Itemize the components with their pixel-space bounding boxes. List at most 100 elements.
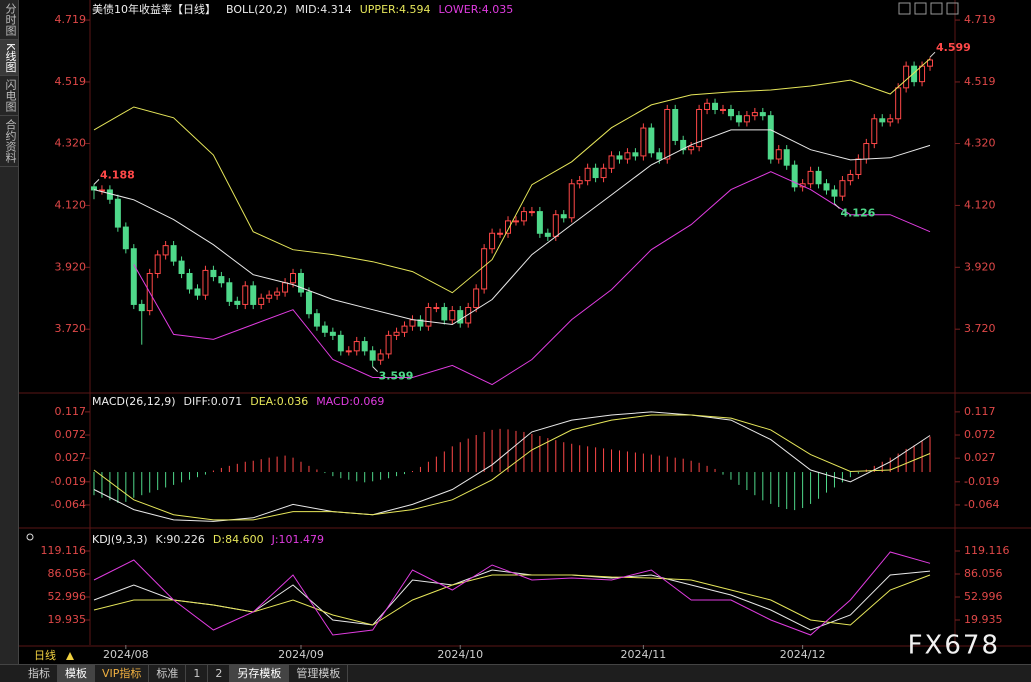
- extreme-label: 4.599: [936, 41, 971, 54]
- side-tab[interactable]: 分时图: [0, 0, 18, 40]
- y-tick-label: 4.719: [964, 13, 996, 26]
- tool-tab[interactable]: 2: [208, 665, 231, 682]
- tool-tab[interactable]: 另存模板: [230, 665, 290, 682]
- y-tick-label: -0.019: [51, 475, 86, 488]
- candle-body: [704, 102, 711, 110]
- side-tab[interactable]: K线图: [0, 40, 18, 77]
- tool-tab[interactable]: VIP指标: [95, 665, 150, 682]
- legend-entry: DIFF:0.071: [184, 395, 243, 408]
- x-tick-label: 2024/08: [103, 648, 149, 661]
- legend: 美债10年收益率【日线】 BOLL(20,2) MID:4.314 UPPER:4.5…: [92, 2, 513, 16]
- candle-body: [385, 334, 392, 355]
- candle-body: [282, 282, 289, 293]
- legend-entry: D:84.600: [213, 533, 264, 546]
- candle-body: [592, 167, 599, 179]
- candle-body: [401, 325, 408, 333]
- candle-body: [298, 272, 304, 293]
- candle-body: [154, 254, 161, 274]
- x-tick-label: 2024/11: [621, 648, 667, 661]
- series-line: [93, 574, 931, 626]
- legend-entry: K:90.226: [156, 533, 205, 546]
- y-tick-label: -0.019: [964, 475, 999, 488]
- y-tick-label: 0.072: [964, 428, 996, 441]
- period-label[interactable]: 日线: [34, 648, 56, 662]
- candle-body: [138, 303, 145, 312]
- candle-body: [337, 334, 344, 352]
- candle-body: [290, 272, 297, 284]
- tool-tab[interactable]: 管理模板: [289, 665, 349, 682]
- candle-body: [863, 143, 870, 160]
- candle-body: [903, 65, 910, 89]
- candle-body: [218, 276, 225, 284]
- candle-body: [735, 115, 742, 123]
- y-tick-label: 4.120: [964, 198, 996, 211]
- candle-body: [409, 319, 416, 327]
- candle-body: [919, 65, 926, 83]
- candle-body: [505, 220, 512, 234]
- candle-body: [608, 155, 615, 169]
- extreme-label: 3.599: [379, 370, 414, 383]
- candle-body: [512, 220, 519, 223]
- y-tick-label: 19.935: [964, 613, 1003, 626]
- candle-body: [122, 226, 129, 250]
- y-tick-label: 52.996: [964, 590, 1003, 603]
- tool-tab[interactable]: 指标: [0, 665, 58, 682]
- series-line: [93, 129, 931, 326]
- kdj-icon[interactable]: [26, 533, 34, 541]
- candle-body: [640, 127, 647, 157]
- legend-entry: MID:4.314: [295, 3, 351, 16]
- candle-body: [130, 248, 137, 305]
- series-line: [133, 171, 931, 386]
- extreme-pointer: [372, 366, 379, 372]
- candle-body: [465, 307, 472, 324]
- panel-frame: [18, 0, 1031, 647]
- candle-body: [632, 152, 639, 157]
- series-line: [93, 411, 931, 522]
- candle-body: [210, 269, 217, 278]
- tool-tab[interactable]: 模板: [58, 665, 95, 682]
- candle-body: [178, 260, 185, 274]
- candle-body: [927, 59, 934, 67]
- x-tick-label: 2024/09: [278, 648, 324, 661]
- candle-body: [321, 325, 328, 333]
- candle-body: [242, 285, 249, 305]
- y-tick-label: 4.320: [964, 137, 996, 150]
- candle-body: [839, 180, 846, 197]
- legend-entry: MACD:0.069: [316, 395, 384, 408]
- y-tick-label: 119.116: [41, 544, 87, 557]
- tool-tab[interactable]: 1: [186, 665, 209, 682]
- candle-body: [911, 65, 918, 83]
- y-tick-label: 3.720: [55, 322, 87, 335]
- y-tick-label: 3.920: [55, 260, 87, 273]
- legend-entry: J:101.479: [271, 533, 324, 546]
- legend-entry: LOWER:4.035: [439, 3, 514, 16]
- candle-body: [425, 307, 432, 327]
- side-tab[interactable]: 闪电图: [0, 76, 18, 117]
- period-arrow[interactable]: [66, 652, 74, 660]
- side-tab[interactable]: 合约资料: [0, 116, 18, 168]
- candle-body: [775, 149, 782, 160]
- y-tick-label: 0.027: [964, 451, 996, 464]
- candle-body: [377, 353, 384, 361]
- candle-body: [791, 164, 798, 188]
- candle-body: [369, 350, 376, 361]
- series-line: [93, 414, 931, 521]
- sidebar: 分时图 K线图 闪电图 合约资料: [0, 0, 19, 664]
- candle-body: [560, 214, 567, 219]
- candle-body: [584, 167, 591, 182]
- toolbar-icons[interactable]: [898, 2, 959, 15]
- candle-body: [871, 118, 878, 145]
- tool-tab[interactable]: 标准: [149, 665, 187, 682]
- candle-body: [680, 139, 687, 151]
- candle-body: [345, 350, 352, 353]
- y-tick-label: 4.719: [55, 13, 87, 26]
- y-tick-label: 4.120: [55, 198, 87, 211]
- candle-body: [815, 170, 822, 185]
- candle-body: [656, 152, 663, 160]
- x-tick-label: 2024/12: [780, 648, 826, 661]
- extreme-pointer: [834, 203, 840, 209]
- extreme-pointer: [93, 179, 100, 185]
- candle-body: [544, 232, 551, 237]
- y-tick-label: -0.064: [51, 498, 86, 511]
